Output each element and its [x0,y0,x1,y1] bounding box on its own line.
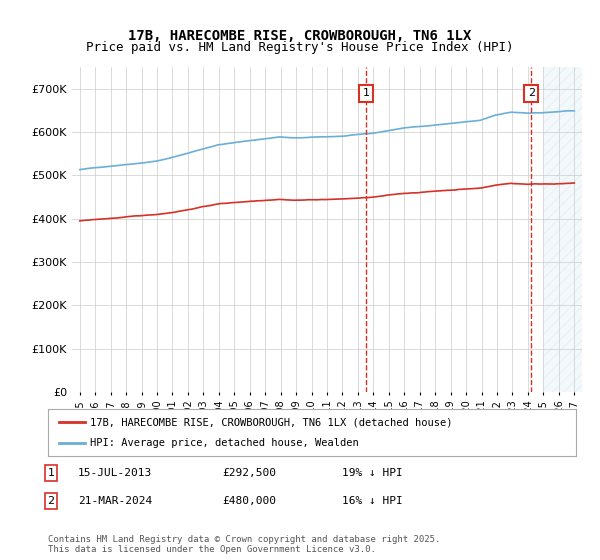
Text: HPI: Average price, detached house, Wealden: HPI: Average price, detached house, Weal… [90,438,359,448]
Text: 19% ↓ HPI: 19% ↓ HPI [342,468,403,478]
Text: 2: 2 [528,88,535,98]
Text: £480,000: £480,000 [222,496,276,506]
Text: Price paid vs. HM Land Registry's House Price Index (HPI): Price paid vs. HM Land Registry's House … [86,41,514,54]
Text: 21-MAR-2024: 21-MAR-2024 [78,496,152,506]
Text: 1: 1 [47,468,55,478]
Text: 17B, HARECOMBE RISE, CROWBOROUGH, TN6 1LX (detached house): 17B, HARECOMBE RISE, CROWBOROUGH, TN6 1L… [90,417,453,427]
Text: 2: 2 [47,496,55,506]
Text: 16% ↓ HPI: 16% ↓ HPI [342,496,403,506]
Bar [544,67,582,392]
Text: 1: 1 [363,88,370,98]
Text: Contains HM Land Registry data © Crown copyright and database right 2025.
This d: Contains HM Land Registry data © Crown c… [48,535,440,554]
Text: 17B, HARECOMBE RISE, CROWBOROUGH, TN6 1LX: 17B, HARECOMBE RISE, CROWBOROUGH, TN6 1L… [128,29,472,44]
Text: £292,500: £292,500 [222,468,276,478]
Text: 15-JUL-2013: 15-JUL-2013 [78,468,152,478]
